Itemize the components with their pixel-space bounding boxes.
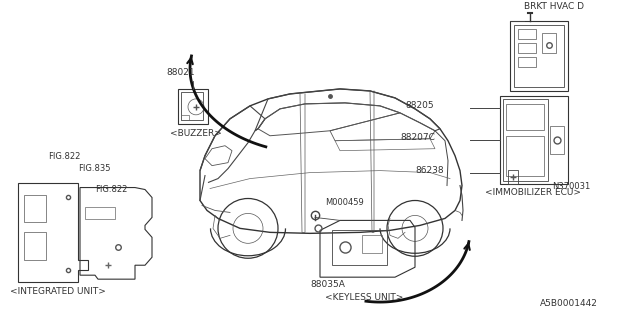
Text: <BUZZER>: <BUZZER> — [170, 129, 222, 138]
Bar — [85, 207, 115, 220]
Bar — [24, 195, 46, 222]
Text: BRKT HVAC D: BRKT HVAC D — [524, 2, 584, 11]
Bar — [542, 33, 556, 53]
Text: <IMMOBILIZER ECU>: <IMMOBILIZER ECU> — [485, 188, 581, 196]
Text: <INTEGRATED UNIT>: <INTEGRATED UNIT> — [10, 287, 106, 296]
Bar — [500, 96, 568, 184]
Text: <KEYLESS UNIT>: <KEYLESS UNIT> — [325, 293, 403, 302]
Bar — [506, 104, 544, 130]
Bar — [518, 29, 536, 39]
Text: 86238: 86238 — [415, 166, 444, 175]
Text: 88021: 88021 — [166, 68, 195, 77]
Text: N370031: N370031 — [552, 181, 590, 191]
Bar — [518, 57, 536, 67]
Text: FIG.835: FIG.835 — [78, 164, 111, 172]
Text: 88207C: 88207C — [400, 133, 435, 142]
Bar — [362, 235, 382, 253]
Bar — [514, 25, 564, 87]
Bar — [24, 232, 46, 260]
Bar — [503, 99, 548, 180]
Bar — [181, 115, 189, 120]
Bar — [181, 92, 203, 120]
Text: 88035A: 88035A — [310, 280, 345, 289]
Bar — [550, 126, 564, 154]
Bar — [508, 170, 518, 184]
Text: M000459: M000459 — [325, 198, 364, 207]
Bar — [518, 43, 536, 53]
Bar — [178, 89, 208, 124]
Text: FIG.822: FIG.822 — [95, 185, 127, 194]
Text: 88205: 88205 — [405, 101, 434, 110]
Bar — [506, 136, 544, 176]
Text: FIG.822: FIG.822 — [48, 152, 81, 161]
Bar — [332, 230, 387, 265]
Bar — [510, 21, 568, 91]
Text: A5B0001442: A5B0001442 — [540, 299, 598, 308]
